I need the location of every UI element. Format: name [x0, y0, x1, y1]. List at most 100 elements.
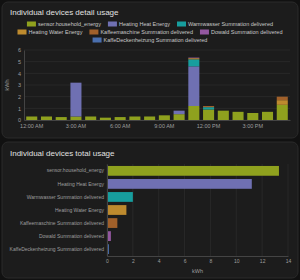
- bar: [129, 116, 140, 117]
- bar: [262, 111, 273, 112]
- tick: 3: [18, 82, 24, 88]
- bar: [144, 116, 155, 117]
- bar: [26, 117, 37, 121]
- bar: [159, 115, 170, 116]
- tick-label: 0: [106, 258, 109, 264]
- bar: [174, 111, 185, 115]
- tick: KaffeDeckenheizung Summation delivered: [10, 246, 107, 252]
- bar: [85, 116, 96, 117]
- bar: [218, 111, 229, 120]
- bars: [107, 166, 279, 254]
- tick: 4: [18, 71, 24, 77]
- bar: [174, 110, 185, 111]
- tick-label: Heating Water Energy: [55, 207, 105, 213]
- bar: [174, 110, 185, 111]
- bar: [41, 116, 52, 117]
- tick-label: 3:00 PM: [243, 123, 264, 129]
- bar: [218, 110, 229, 111]
- bar: [159, 115, 170, 116]
- legend-swatch: [200, 30, 209, 35]
- legend-item: Warmwasser Summation delivered: [177, 21, 273, 27]
- bar: [233, 111, 244, 112]
- bar: [233, 111, 244, 112]
- bar: [247, 113, 258, 114]
- bar: [218, 110, 229, 111]
- tick: 2: [132, 256, 135, 264]
- bar: [70, 82, 81, 83]
- bar: [115, 117, 126, 118]
- legend-label: Kaffeemaschine Summation delivered: [100, 29, 193, 35]
- tick-label: 14: [286, 258, 292, 264]
- tick: Warmwasser Summation delivered: [27, 194, 107, 200]
- bar: [247, 113, 258, 114]
- tick-label: Dowald Summation delivered: [39, 233, 104, 239]
- bar: [26, 116, 37, 117]
- bar: [85, 116, 96, 117]
- bar: [26, 116, 37, 117]
- legend-swatch: [108, 22, 117, 27]
- tick-label: 12: [260, 258, 266, 264]
- grid-line: [107, 164, 108, 256]
- legend-item: KaffeDeckenheizung Summation delivered: [93, 37, 208, 43]
- tick-label: 6: [18, 47, 21, 53]
- bar: [144, 116, 155, 117]
- y-axis: 0123456: [18, 47, 25, 123]
- grid-line: [236, 164, 237, 256]
- bar: [262, 111, 273, 112]
- bar: [100, 117, 111, 118]
- bar: [129, 116, 140, 117]
- bar: [159, 115, 170, 120]
- bar: [218, 110, 229, 111]
- bar: [247, 113, 258, 120]
- bar: [56, 117, 67, 118]
- tick-label: 12:00 AM: [20, 123, 44, 129]
- tick-label: 4: [158, 258, 161, 264]
- grid-line: [24, 85, 290, 86]
- card: [2, 142, 298, 278]
- bar: [159, 115, 170, 116]
- bar: [107, 179, 252, 189]
- bar: [85, 117, 96, 121]
- grid-line: [184, 164, 185, 256]
- bar: [277, 97, 288, 101]
- legend-label: Heating Water Energy: [29, 29, 83, 35]
- tick: 3:00 PM: [243, 120, 264, 129]
- bar: [26, 116, 37, 117]
- bar: [129, 116, 140, 117]
- bar: [233, 111, 244, 112]
- tick-label: 5: [18, 59, 21, 65]
- bar: [115, 117, 126, 120]
- bar: [174, 110, 185, 111]
- tick-label: 8: [210, 258, 213, 264]
- bar: [144, 116, 155, 117]
- bar: [277, 105, 288, 120]
- bar: [115, 117, 126, 118]
- bar: [115, 117, 126, 118]
- bar: [247, 113, 258, 114]
- bar: [144, 116, 155, 117]
- bar: [247, 113, 258, 114]
- tick-label: Heating Heat Energy: [58, 181, 105, 187]
- bar: [129, 117, 140, 121]
- grid-line: [288, 164, 289, 256]
- bar: [129, 116, 140, 117]
- bar: [100, 117, 111, 118]
- bar: [85, 116, 96, 117]
- bar: [203, 106, 214, 107]
- tick-label: Warmwasser Summation delivered: [27, 194, 105, 200]
- tick: Heating Water Energy: [55, 207, 107, 213]
- grid-line: [132, 164, 133, 256]
- bar: [233, 111, 244, 112]
- bar: [85, 116, 96, 117]
- bar: [41, 116, 52, 117]
- bar: [70, 82, 81, 83]
- bar: [159, 115, 170, 116]
- tick-label: 1: [18, 106, 21, 112]
- bar: [174, 110, 185, 111]
- grid-line: [24, 96, 290, 97]
- bar: [277, 96, 288, 97]
- grid-line: [262, 164, 263, 256]
- bar: [70, 83, 81, 117]
- tick-label: sensor.household_energy: [47, 167, 105, 173]
- grid-line: [158, 164, 159, 256]
